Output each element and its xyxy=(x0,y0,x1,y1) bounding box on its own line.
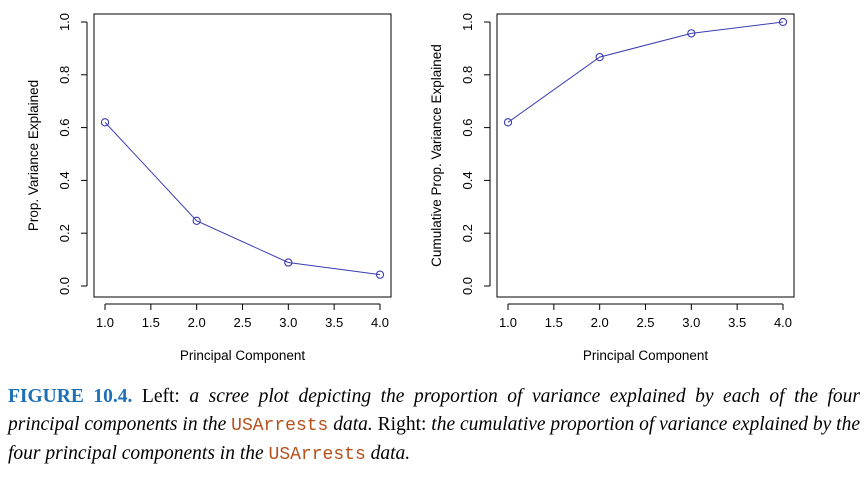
y-tick-label: 0.4 xyxy=(57,171,72,189)
x-axis-title: Principal Component xyxy=(180,348,306,363)
data-point xyxy=(595,52,604,62)
y-tick-label: 0.6 xyxy=(57,119,72,137)
y-tick-label: 1.0 xyxy=(57,13,72,31)
y-tick-label: 0.0 xyxy=(57,277,72,295)
left-scree-plot: 1.0 1.5 2.0 2.5 3.0 3.5 4.0 0.0 0.2 0.4 0.6 0.8 1.0 P… xyxy=(26,13,392,363)
y-tick-label: 1.0 xyxy=(460,13,475,31)
figure-charts: 1.0 1.5 2.0 2.5 3.0 3.5 4.0 0.0 0.2 0.4 0.6 0.8 1.0 P… xyxy=(26,13,795,363)
caption-dataset-name: USArrests xyxy=(231,416,329,436)
x-tick-label: 2.5 xyxy=(233,315,251,330)
figure-label: FIGURE 10.4. xyxy=(8,386,133,407)
x-tick-label: 4.0 xyxy=(371,315,389,330)
caption-left-text: a scree plot depicting the proportion of… xyxy=(8,386,860,435)
x-tick-label: 3.0 xyxy=(279,315,297,330)
data-point xyxy=(687,29,696,38)
data-point xyxy=(375,270,385,279)
caption-left-word: Left: xyxy=(132,386,190,407)
x-tick-label: 3.0 xyxy=(682,315,700,330)
data-point xyxy=(100,118,110,127)
x-tick-label: 1.5 xyxy=(545,315,563,330)
caption-right-word: Right: xyxy=(372,414,432,435)
data-point xyxy=(503,118,513,127)
caption-right-text: the cumulative proportion of variance ex… xyxy=(8,414,861,464)
y-axis-title: Cumulative Prop. Variance Explained xyxy=(429,44,444,267)
y-tick-label: 0.8 xyxy=(57,66,72,84)
series-line xyxy=(507,21,784,123)
x-tick-label: 1.0 xyxy=(96,315,114,330)
y-tick-label: 0.4 xyxy=(460,171,475,189)
y-tick-label: 0.2 xyxy=(460,224,475,242)
y-axis-title: Prop. Variance Explained xyxy=(26,80,41,231)
y-tick-label: 0.2 xyxy=(57,224,72,242)
x-tick-label: 3.5 xyxy=(325,315,343,330)
y-tick-label: 0.6 xyxy=(460,119,475,137)
data-point xyxy=(284,258,293,267)
x-tick-label: 2.5 xyxy=(636,315,654,330)
x-tick-label: 2.0 xyxy=(591,315,609,330)
figure-caption: FIGURE 10.4. Left: a scree plot depictin… xyxy=(8,383,860,469)
series-line xyxy=(104,121,381,276)
y-tick-label: 0.0 xyxy=(460,277,475,295)
x-tick-label: 1.0 xyxy=(499,315,517,330)
x-tick-label: 3.5 xyxy=(728,315,746,330)
caption-right-end: data. xyxy=(365,443,411,464)
x-tick-label: 4.0 xyxy=(774,315,792,330)
caption-left-end: data. xyxy=(328,414,373,435)
caption-dataset-name: USArrests xyxy=(268,445,366,465)
right-cumulative-plot: 1.0 1.5 2.0 2.5 3.0 3.5 4.0 0.0 0.2 0.4 0.6 0.8 1.0 P… xyxy=(429,13,795,363)
plot-frame xyxy=(496,13,795,298)
data-point xyxy=(192,216,201,225)
plot-frame xyxy=(93,13,392,298)
data-point xyxy=(778,17,788,27)
x-axis-title: Principal Component xyxy=(583,348,709,363)
x-tick-label: 2.0 xyxy=(188,315,206,330)
x-tick-label: 1.5 xyxy=(142,315,160,330)
y-tick-label: 0.8 xyxy=(460,66,475,84)
